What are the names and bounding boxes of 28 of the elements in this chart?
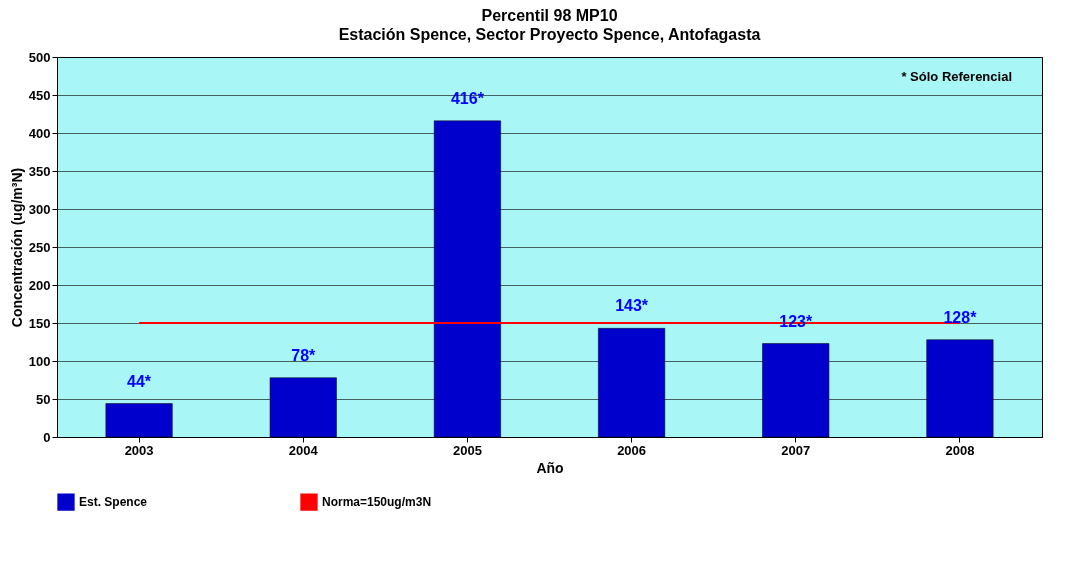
y-tick-label: 300 <box>28 201 51 217</box>
y-tick-label: 150 <box>28 315 51 331</box>
data-label: 143* <box>615 297 649 315</box>
y-tick-label: 400 <box>28 125 51 141</box>
data-label: 128* <box>943 308 978 326</box>
legend-label: Norma=150ug/m3N <box>322 495 432 510</box>
x-tick-label: 2007 <box>781 442 811 458</box>
y-tick-label: 350 <box>28 163 51 179</box>
y-tick-label: 450 <box>28 87 51 103</box>
y-tick-label: 0 <box>43 429 51 445</box>
legend-label: Est. Spence <box>79 495 148 510</box>
x-tick-label: 2005 <box>452 442 482 458</box>
x-tick-label: 2004 <box>288 442 319 458</box>
y-tick-label: 100 <box>28 353 51 369</box>
data-label: 44* <box>127 372 152 390</box>
y-tick-label: 500 <box>28 49 51 65</box>
x-tick-label: 2008 <box>945 442 975 458</box>
y-tick-label: 250 <box>28 239 51 255</box>
data-label: 78* <box>291 346 317 364</box>
annotation: * Sólo Referencial <box>901 69 1012 84</box>
y-tick-label: 200 <box>28 277 51 293</box>
y-tick-label: 50 <box>36 391 51 407</box>
y-axis-title: Concentración (ug/m³N) <box>8 167 25 328</box>
x-tick-label: 2006 <box>617 442 647 458</box>
chart-title: Percentil 98 MP10 <box>481 7 618 24</box>
chart-subtitle: Estación Spence, Sector Proyecto Spence, Antofagasta <box>338 26 761 43</box>
x-tick-label: 2003 <box>124 442 154 458</box>
x-axis-title: Año <box>536 459 564 476</box>
